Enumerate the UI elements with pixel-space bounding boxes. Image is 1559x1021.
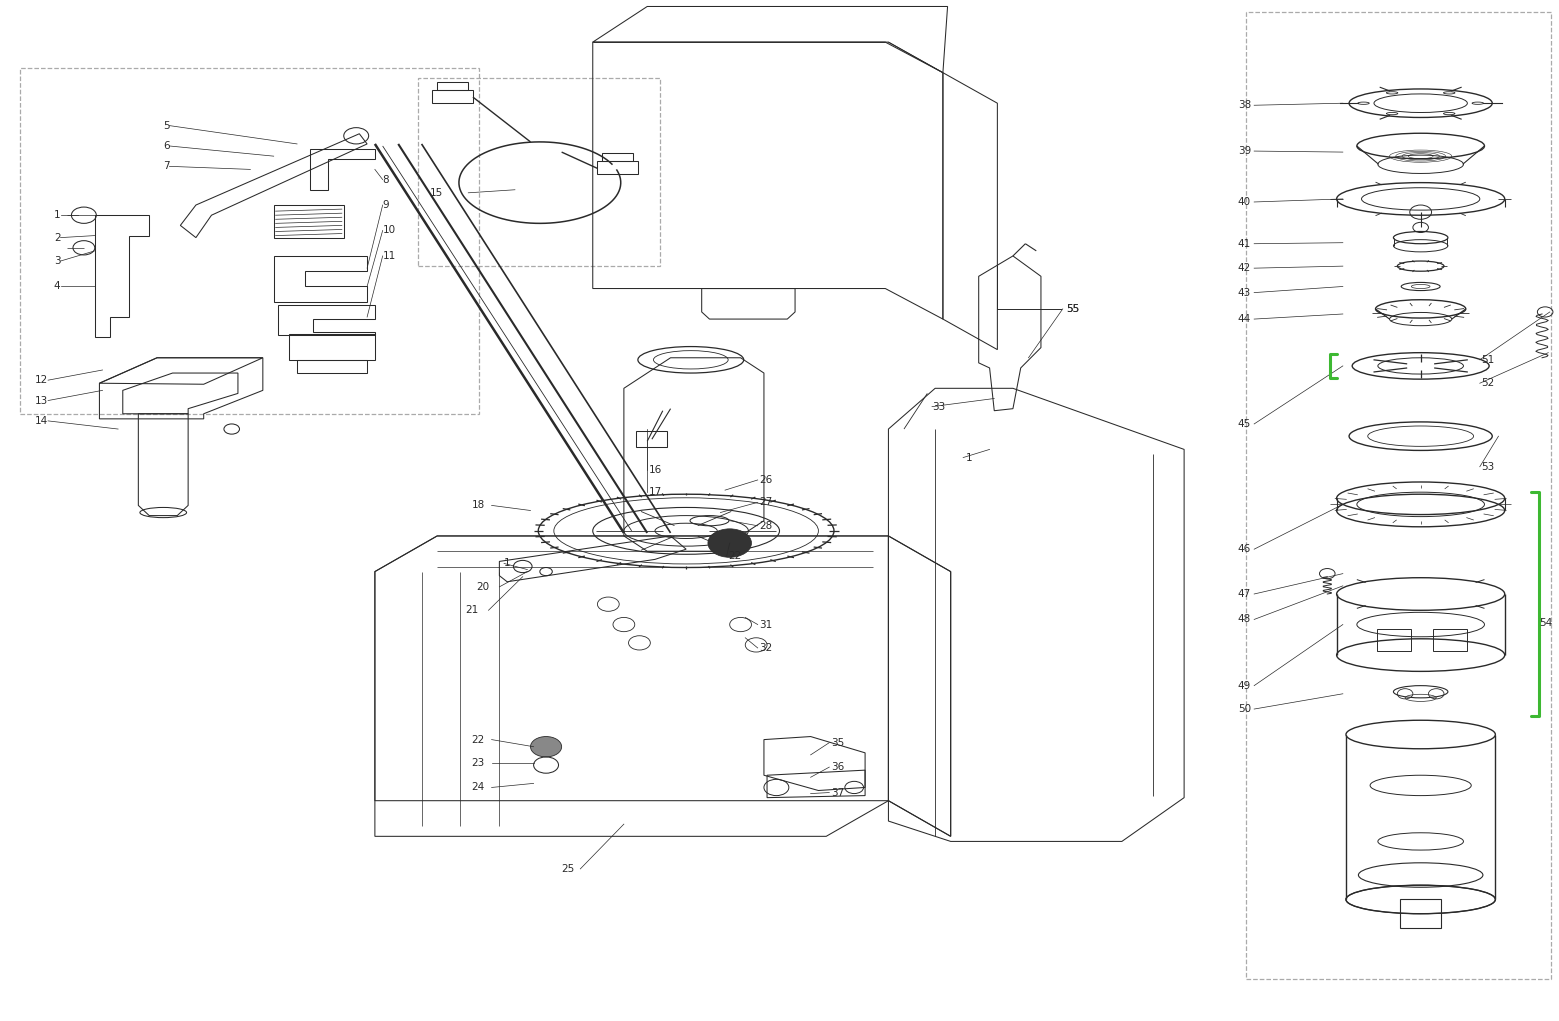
Bar [432,90,472,103]
Text: 12: 12 [34,375,48,385]
Text: 2: 2 [55,233,61,243]
Text: 37: 37 [831,787,843,797]
Text: 45: 45 [1238,419,1250,429]
Text: 5: 5 [162,120,170,131]
Text: 16: 16 [649,465,663,475]
Text: 20: 20 [475,582,490,592]
Text: 4: 4 [55,282,61,291]
Text: 7: 7 [162,161,170,172]
Text: 3: 3 [55,256,61,266]
Text: 25: 25 [561,864,575,874]
Text: 53: 53 [1481,461,1495,472]
Text: 1: 1 [967,452,973,463]
Bar [298,359,366,373]
Bar [1433,629,1467,651]
Text: 23: 23 [471,758,485,768]
Text: 27: 27 [759,497,773,507]
Text: 32: 32 [759,643,773,653]
Bar [636,431,667,447]
Text: 50: 50 [1238,704,1250,714]
Text: 49: 49 [1238,681,1250,690]
Text: 43: 43 [1238,288,1250,297]
Text: 9: 9 [382,200,390,210]
Text: 52: 52 [1481,378,1495,388]
Text: 15: 15 [429,188,443,198]
Text: 51: 51 [1481,355,1495,364]
Text: 22: 22 [471,734,485,744]
Bar [290,334,374,359]
Bar [418,78,659,266]
Text: 11: 11 [382,251,396,261]
Text: 55: 55 [1066,304,1079,313]
Text: 21: 21 [465,605,479,616]
Text: 41: 41 [1238,239,1250,249]
Text: 10: 10 [382,226,396,236]
Text: 17: 17 [649,487,663,497]
Bar [20,67,479,414]
Text: 14: 14 [34,416,48,426]
Text: 18: 18 [471,500,485,510]
Text: 47: 47 [1238,589,1250,599]
Text: 40: 40 [1238,197,1250,207]
Text: 38: 38 [1238,100,1250,110]
Text: 28: 28 [759,521,773,531]
Circle shape [708,529,751,557]
Text: 6: 6 [162,141,170,151]
Text: 48: 48 [1238,615,1250,625]
Bar [1377,629,1411,651]
Text: 54: 54 [1539,618,1553,628]
Text: 44: 44 [1238,314,1250,324]
Text: 46: 46 [1238,544,1250,554]
Text: 35: 35 [831,737,843,747]
Text: 22: 22 [728,551,742,562]
Text: 31: 31 [759,620,773,630]
Text: 42: 42 [1238,263,1250,274]
Text: 13: 13 [34,395,48,405]
Text: 55: 55 [1066,304,1079,313]
Text: 24: 24 [471,782,485,792]
Text: 39: 39 [1238,146,1250,156]
Bar [1246,11,1551,979]
Bar [1400,900,1441,928]
Bar [602,153,633,161]
Bar [597,161,638,175]
Text: 26: 26 [759,475,773,485]
Circle shape [530,736,561,757]
Bar [437,82,468,90]
Text: 33: 33 [932,401,945,411]
Text: 8: 8 [382,175,390,185]
Text: 1: 1 [504,558,511,569]
Text: 1: 1 [55,210,61,221]
Text: 36: 36 [831,762,843,772]
